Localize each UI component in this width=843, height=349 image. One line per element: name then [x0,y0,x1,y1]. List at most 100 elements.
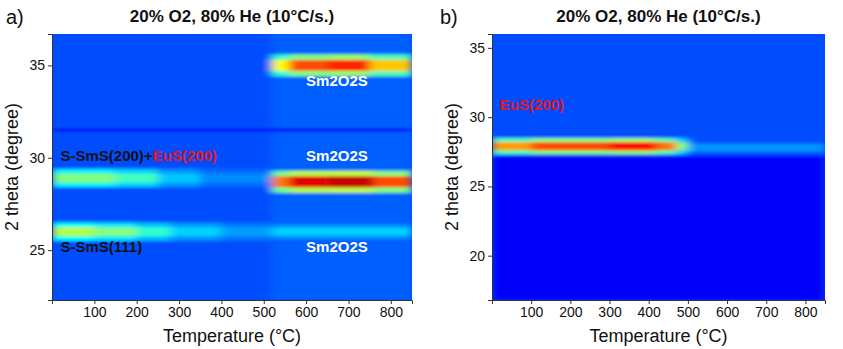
heat-cell [116,173,158,182]
heat-cell [289,171,327,193]
heat-cell [688,143,825,151]
heat-cell [52,34,272,300]
plot-area [492,34,825,300]
x-axis: 100 200 300 400 500 600 700 800 [53,300,413,320]
y-axis: 20 25 30 35 [469,35,492,301]
panel-letter: b) [440,6,458,28]
tick: 25 [29,242,52,258]
tick-label: 700 [755,304,779,320]
tick-label: 800 [380,304,404,320]
heat-cell [272,60,289,71]
annotation: EuS(200) [500,96,564,113]
tick: 30 [29,150,52,166]
heat-cell [158,169,200,187]
tick-mark [48,250,52,251]
plot-ground [52,34,412,300]
panel-title: 20% O2, 80% He (10°C/s.) [130,7,334,26]
x-axis-title: Temperature (°C) [589,326,727,346]
tick-label: 25 [469,178,485,194]
cells [492,34,825,300]
tick: 35 [29,57,52,73]
tick: 300 [168,300,192,320]
heat-cell [374,171,412,193]
x-axis-title: Temperature (°C) [163,326,301,346]
heat-cell [657,142,677,150]
tick-label: 100 [520,304,544,320]
tick: 100 [83,300,107,320]
heat-cell [200,173,272,182]
heat-cell [221,222,272,240]
tick-label: 100 [83,304,107,320]
tick-label: 600 [716,304,740,320]
annotation: S-SmS(200)+EuS(200) [60,147,216,164]
tick: 200 [559,300,583,320]
tick: 30 [469,109,492,125]
tick-mark [488,256,492,257]
heat-cell [52,169,116,187]
heat-cell [289,176,327,187]
tick-label: 35 [469,40,485,56]
heat-cell [610,142,657,150]
y-axis: 25 30 35 [29,35,52,301]
panel: 100 200 300 400 500 600 700 800 25 30 35 Temperatur… [2,6,413,346]
annotation-part: EuS(200) [153,147,217,164]
tick-mark [48,158,52,159]
x-axis: 100200300400500600700800 [493,300,826,320]
annotations: S-SmS(200)+EuS(200)S-SmS(111)Sm2O2SSm2O2… [60,72,367,255]
annotation-part: S-SmS(200)+ [60,147,152,164]
axis-line [48,35,53,301]
panel-letter: a) [6,6,24,28]
tick-label: 35 [29,57,45,73]
tick-mark [488,186,492,187]
panel-title: 20% O2, 80% He (10°C/s.) [556,7,760,26]
tick: 200 [126,300,150,320]
heat-cell [327,60,369,71]
tick-label: 300 [168,304,192,320]
heat-cell [610,138,657,155]
tick-label: 400 [638,304,662,320]
tick: 35 [469,40,492,56]
heat-cell [289,60,327,71]
axis-line [488,35,493,301]
heat-cell [531,138,609,155]
heat-cell [272,224,412,239]
panel: 10020030040050060070080020253035Temperat… [440,6,826,346]
tick: 700 [337,300,361,320]
tick-label: 20 [469,248,485,264]
tick: 400 [210,300,234,320]
tick: 800 [794,300,818,320]
tick: 100 [520,300,544,320]
heat-cell [200,169,272,187]
tick-label: 600 [295,304,319,320]
plot-ground [492,34,825,300]
heat-cell [171,227,222,236]
tick-mark [48,65,52,66]
tick: 500 [677,300,701,320]
heat-cell [492,34,825,156]
tick-label: 200 [559,304,583,320]
heat-cell [52,227,94,236]
heat-cell [158,173,200,182]
tick-label: 30 [469,109,485,125]
heat-cell [327,176,374,187]
heat-cell [374,176,412,187]
tick: 800 [380,300,404,320]
heat-cell [272,34,412,300]
heat-cell [657,138,677,155]
annotation: S-SmS(111) [60,238,142,255]
heat-cell [171,222,222,240]
heat-cell [272,171,289,193]
plot-area [52,34,412,300]
tick-label: 500 [253,304,277,320]
heat-cell [676,138,688,155]
heat-cell [272,228,412,235]
heat-cell [370,60,412,71]
tick: 600 [295,300,319,320]
tick-label: 400 [210,304,234,320]
tick: 700 [755,300,779,320]
heat-cell [52,128,412,132]
tick-label: 800 [794,304,818,320]
tick: 600 [716,300,740,320]
tick-label: 200 [126,304,150,320]
heat-cell [327,171,374,193]
